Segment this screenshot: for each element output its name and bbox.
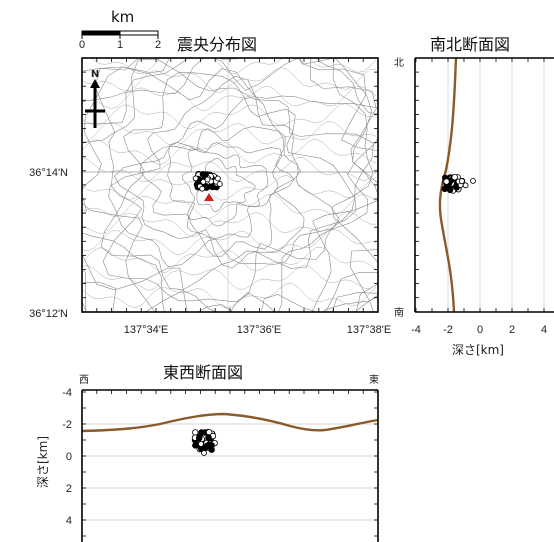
ns-xtick-1: -4 bbox=[411, 324, 421, 336]
ew-ytick-4: 2 bbox=[66, 483, 72, 495]
north-arrow-label: N bbox=[91, 69, 99, 80]
map-frame-ticks bbox=[81, 57, 378, 313]
ns-xlabel: 深さ[km] bbox=[452, 343, 504, 357]
ew-ytick-2: -2 bbox=[62, 419, 72, 431]
contour-line bbox=[82, 264, 377, 291]
contour-line bbox=[181, 148, 269, 227]
contour-line bbox=[114, 96, 305, 269]
volcano-triangle-icon bbox=[204, 193, 214, 201]
ns-xtick-2: -2 bbox=[443, 324, 453, 336]
epicenter-map: N 36°14'N 36°12'N 137°34'E 137°36'E 137°… bbox=[29, 57, 391, 336]
ew-west-label: 西 bbox=[79, 375, 89, 386]
contour-line bbox=[82, 247, 377, 273]
contour-line bbox=[82, 103, 377, 130]
hypocenter-point bbox=[462, 182, 469, 189]
contour-line bbox=[82, 58, 378, 312]
lat-label-2: 36°12'N bbox=[29, 308, 68, 320]
ew-section: 西 東 -4 -2 0 2 4 深さ[km] bbox=[36, 373, 379, 542]
epicenter-point bbox=[214, 175, 221, 182]
ew-title: 東西断面図 bbox=[163, 363, 243, 382]
lat-label-1: 36°14'N bbox=[29, 167, 68, 179]
lon-label-2: 137°36'E bbox=[237, 324, 281, 336]
contour-line bbox=[82, 85, 377, 111]
ew-topography-profile bbox=[81, 412, 379, 433]
ns-topography-profile bbox=[438, 57, 458, 313]
hypocenter-point bbox=[192, 442, 199, 449]
ew-east-label: 東 bbox=[369, 373, 379, 386]
contour-line bbox=[297, 58, 378, 312]
map-title: 震央分布図 bbox=[177, 35, 257, 54]
hypocenter-point bbox=[202, 443, 210, 450]
ns-section: 北 南 -4 -2 0 2 4 深さ[km] bbox=[394, 57, 554, 357]
contour-line bbox=[82, 283, 377, 309]
ew-ytick-5: 4 bbox=[66, 515, 72, 527]
contour-line bbox=[82, 138, 377, 165]
contour-line bbox=[82, 67, 377, 93]
ew-ytick-1: -4 bbox=[62, 387, 72, 399]
ew-ylabel: 深さ[km] bbox=[36, 436, 50, 488]
lon-label-1: 137°34'E bbox=[124, 324, 168, 336]
scale-tick-2: 2 bbox=[155, 39, 161, 51]
contour-line bbox=[100, 71, 357, 291]
hypocenter-point bbox=[192, 429, 199, 436]
contour-line bbox=[102, 58, 374, 303]
contour-line bbox=[82, 175, 377, 201]
scale-bar: km 0 1 2 bbox=[79, 8, 161, 51]
contour-line bbox=[167, 141, 283, 239]
contour-line bbox=[82, 211, 377, 237]
contour-line bbox=[82, 228, 377, 256]
contour-line bbox=[82, 66, 378, 312]
ns-title: 南北断面図 bbox=[430, 35, 510, 54]
scale-bar-unit: km bbox=[111, 8, 134, 26]
epicenter-point bbox=[192, 175, 199, 182]
ew-ytick-3: 0 bbox=[66, 451, 72, 463]
hypocenter-point bbox=[201, 450, 207, 456]
hypocenter-point bbox=[208, 442, 215, 449]
contour-line bbox=[82, 58, 378, 312]
scale-tick-1: 1 bbox=[117, 39, 123, 51]
ns-hypocenter-cluster bbox=[441, 173, 476, 194]
hypocenter-point bbox=[441, 185, 448, 192]
contour-line bbox=[91, 58, 377, 75]
hypocenter-point bbox=[451, 173, 458, 181]
hypocenter-point bbox=[458, 178, 465, 185]
hypocenter-point bbox=[470, 177, 476, 184]
epicenter-point bbox=[199, 185, 206, 192]
epicenter-cluster bbox=[192, 170, 223, 192]
ns-xtick-4: 2 bbox=[509, 324, 515, 336]
ns-frame-ticks bbox=[415, 57, 545, 313]
epicenter-point bbox=[204, 176, 211, 183]
hypocenter-point bbox=[198, 441, 204, 447]
contour-line bbox=[108, 75, 340, 268]
north-arrow-icon: N bbox=[85, 69, 105, 128]
epicenter-point bbox=[216, 181, 223, 187]
hypocenter-point bbox=[195, 435, 203, 442]
hypocenter-point bbox=[443, 178, 450, 185]
ew-hypocenter-cluster bbox=[191, 428, 218, 456]
ns-north-label: 北 bbox=[394, 57, 404, 69]
scale-tick-0: 0 bbox=[79, 39, 85, 51]
lon-label-3: 137°38'E bbox=[347, 324, 391, 336]
ew-frame-ticks bbox=[81, 390, 378, 537]
ns-xtick-5: 4 bbox=[541, 324, 547, 336]
contour-line bbox=[82, 156, 377, 183]
ns-south-label: 南 bbox=[394, 306, 404, 319]
hypocenter-point bbox=[205, 434, 212, 441]
contour-line bbox=[82, 121, 377, 147]
contour-line bbox=[82, 193, 377, 220]
ns-xtick-3: 0 bbox=[477, 324, 483, 336]
